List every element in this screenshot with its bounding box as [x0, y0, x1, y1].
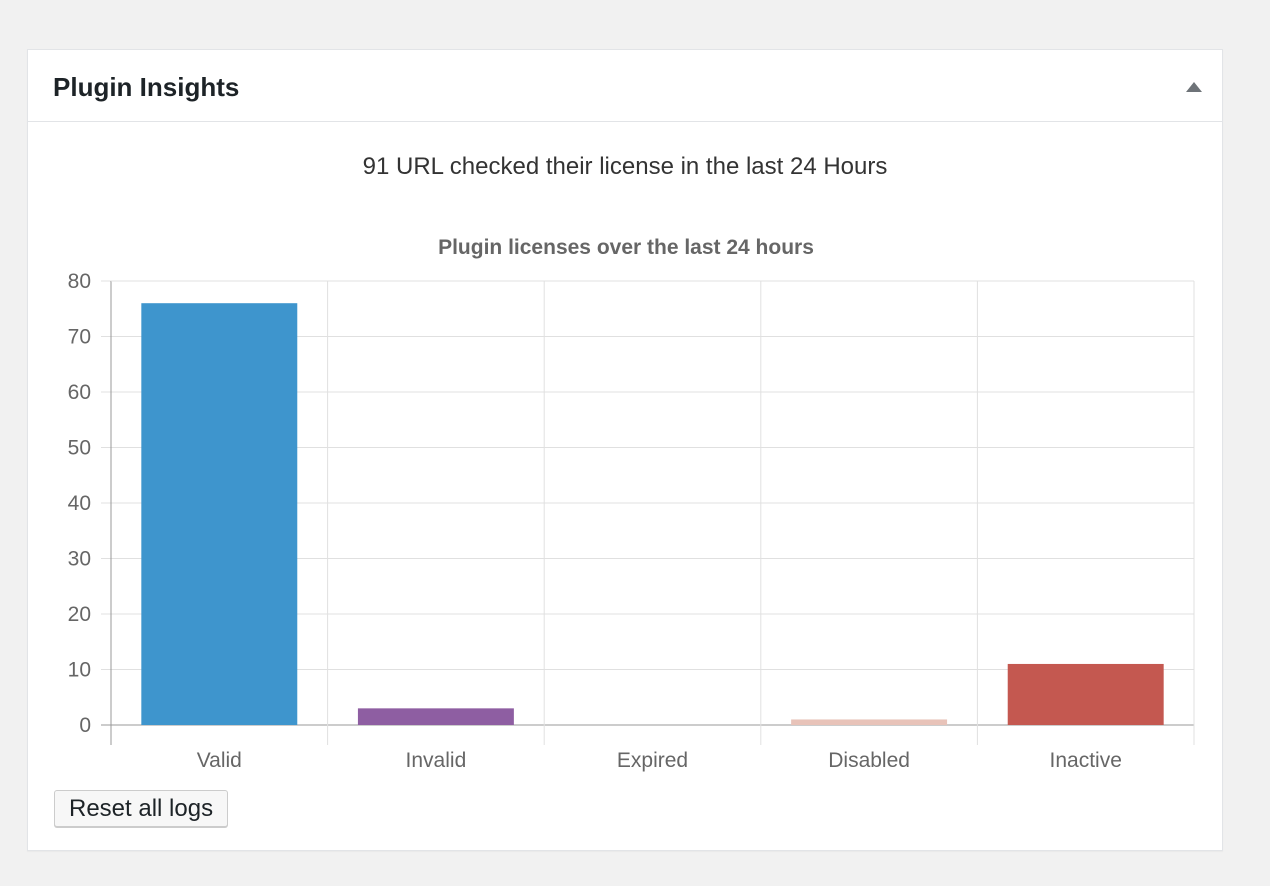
bar-valid	[141, 303, 298, 725]
plugin-insights-widget: Plugin Insights 91 URL checked their lic…	[27, 49, 1223, 851]
y-tick-label: 30	[68, 548, 91, 571]
x-tick-label: Disabled	[828, 749, 910, 772]
chart-area: Plugin licenses over the last 24 hours 0…	[28, 50, 1222, 850]
license-bar-chart: Plugin licenses over the last 24 hours 0…	[68, 236, 1195, 772]
y-tick-label: 20	[68, 603, 91, 626]
bar-invalid	[357, 708, 514, 725]
widget-title: Plugin Insights	[53, 72, 240, 102]
y-tick-label: 10	[68, 659, 91, 682]
x-tick-label: Expired	[617, 749, 688, 772]
widget-header: Plugin Insights	[28, 50, 1222, 122]
x-tick-label: Valid	[197, 749, 242, 772]
triangle-up-icon	[1186, 82, 1202, 92]
y-tick-label: 70	[68, 326, 91, 349]
y-tick-label: 60	[68, 381, 91, 404]
bar-inactive	[1007, 663, 1164, 725]
y-tick-label: 50	[68, 437, 91, 460]
collapse-toggle-button[interactable]	[1182, 74, 1206, 98]
x-tick-label: Invalid	[406, 749, 467, 772]
bar-disabled	[791, 719, 948, 725]
x-tick-label: Inactive	[1050, 749, 1122, 772]
y-tick-label: 0	[79, 714, 91, 737]
license-check-summary: 91 URL checked their license in the last…	[362, 153, 888, 180]
reset-logs-button[interactable]: Reset all logs	[54, 790, 229, 827]
y-tick-label: 80	[68, 270, 91, 293]
y-tick-label: 40	[68, 492, 91, 515]
chart-title: Plugin licenses over the last 24 hours	[438, 236, 814, 259]
